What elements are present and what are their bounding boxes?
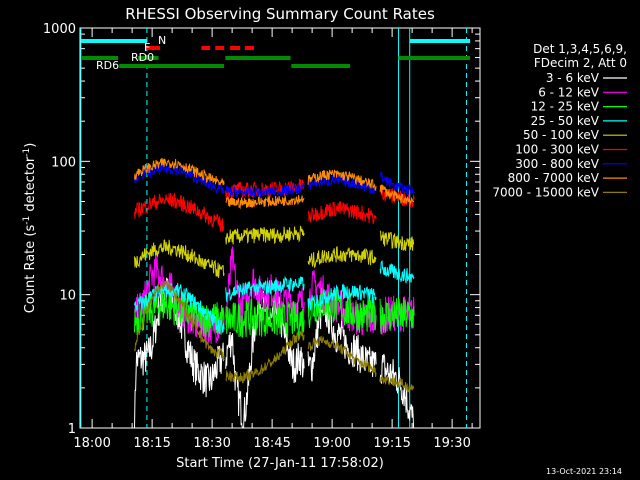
series-2 xyxy=(134,287,415,338)
series-line xyxy=(307,293,377,382)
x-tick-label: 19:15 xyxy=(373,436,410,451)
legend-label: 800 - 7000 keV xyxy=(508,171,600,185)
series-4 xyxy=(134,225,415,278)
series-line xyxy=(134,277,225,429)
legend-label: 7000 - 15000 keV xyxy=(492,185,599,199)
series-line xyxy=(225,246,305,326)
series-line xyxy=(307,287,377,333)
series-line xyxy=(307,169,377,191)
state-label-n: N xyxy=(158,34,166,47)
series-line xyxy=(134,280,225,360)
series-line xyxy=(225,182,305,198)
series-line xyxy=(307,174,377,195)
series-line xyxy=(225,225,305,245)
y-tick-label: 100 xyxy=(51,155,76,170)
y-tick-labels: 1 10 100 1000 xyxy=(43,22,76,437)
x-tick-label: 19:00 xyxy=(313,436,350,451)
axis-ticks xyxy=(80,27,480,429)
state-label-rd6: RD6 xyxy=(96,59,119,72)
series-line xyxy=(225,275,305,302)
series-line xyxy=(307,246,377,269)
legend-title-line-2: FDecim 2, Att 0 xyxy=(534,56,627,70)
series-line xyxy=(225,330,305,384)
legend-label: 3 - 6 keV xyxy=(546,71,600,85)
series-line xyxy=(134,289,225,338)
legend-label: 25 - 50 keV xyxy=(531,114,600,128)
plot-frame xyxy=(79,27,481,429)
x-tick-label: 19:30 xyxy=(433,436,470,451)
series-line xyxy=(225,195,305,210)
series-line xyxy=(379,230,415,251)
y-tick-label: 1000 xyxy=(43,22,76,37)
state-label-f: F xyxy=(144,41,150,54)
series-line xyxy=(307,201,377,224)
x-tick-label: 18:00 xyxy=(73,436,110,451)
legend-label: 300 - 800 keV xyxy=(515,157,599,171)
series-line xyxy=(379,171,415,196)
series-line xyxy=(134,158,225,186)
x-tick-label: 18:30 xyxy=(193,436,230,451)
series-line xyxy=(134,192,225,232)
data-series xyxy=(134,158,415,429)
y-tick-label: 10 xyxy=(59,289,76,304)
series-line xyxy=(379,260,415,284)
series-line xyxy=(134,239,225,278)
x-tick-labels: 18:00 18:15 18:30 18:45 19:00 19:15 19:30 xyxy=(73,436,470,451)
series-line xyxy=(379,297,415,335)
legend-label: 12 - 25 keV xyxy=(531,100,600,114)
y-axis-label: Count Rate (s-1 detector-1) xyxy=(22,143,38,314)
x-tick-label: 18:15 xyxy=(133,436,170,451)
legend-label: 100 - 300 keV xyxy=(515,143,599,157)
x-tick-label: 18:45 xyxy=(253,436,290,451)
legend-label: 6 - 12 keV xyxy=(538,85,600,99)
series-line xyxy=(134,282,225,334)
series-3 xyxy=(134,260,415,334)
series-line xyxy=(379,354,415,429)
series-line xyxy=(307,335,377,377)
series-8 xyxy=(134,280,415,393)
series-line xyxy=(307,283,377,311)
series-7 xyxy=(134,158,415,210)
legend-title-line-1: Det 1,3,4,5,6,9, xyxy=(533,42,627,56)
y-tick-label: 1 xyxy=(68,422,76,437)
state-label-rd0: RD0 xyxy=(131,51,154,64)
series-line xyxy=(225,298,305,338)
x-axis-label: Start Time (27-Jan-11 17:58:02) xyxy=(176,456,384,471)
series-line xyxy=(307,269,377,336)
series-line xyxy=(379,184,415,205)
attenuator-lines xyxy=(80,28,468,428)
chart-title: RHESSI Observing Summary Count Rates xyxy=(125,5,435,23)
legend-label: 50 - 100 keV xyxy=(523,128,600,142)
timestamp: 13-Oct-2021 23:14 xyxy=(546,467,622,476)
series-line xyxy=(379,375,415,393)
